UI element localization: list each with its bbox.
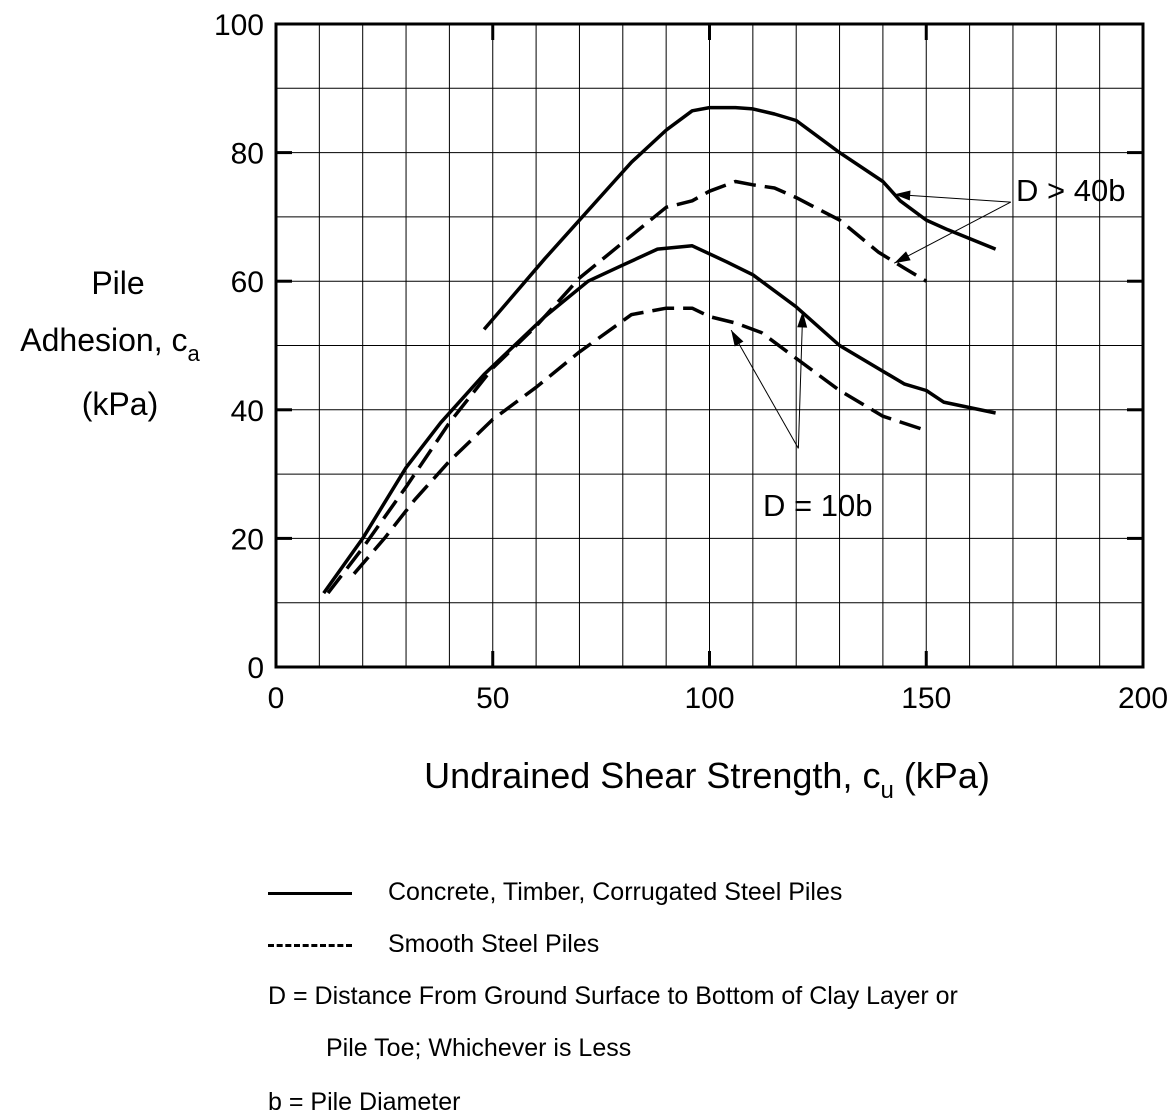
arrow-d10b-upper-head <box>797 311 808 328</box>
note-pile-diameter: b = Pile Diameter <box>268 1088 461 1116</box>
annotation-d-eq-10b: D = 10b <box>763 488 872 523</box>
arrow-d40b-upper-line <box>894 193 1011 203</box>
arrow-d40b-upper-head <box>894 190 911 201</box>
series-line-dashed-2 <box>326 179 928 595</box>
arrow-d40b-lower-head <box>894 251 911 264</box>
note-distance-definition-continued: Pile Toe; Whichever is Less <box>326 1034 632 1062</box>
legend-swatch-solid <box>268 892 352 895</box>
annotation-d-gt-40b: D > 40b <box>1016 173 1125 208</box>
arrow-d40b-lower-line <box>893 201 1012 264</box>
x-axis-label-main: Undrained Shear Strength, c <box>424 755 880 796</box>
arrow-d10b-lower-line <box>730 329 799 449</box>
x-tick-label: 150 <box>901 682 951 715</box>
grid <box>276 24 1143 667</box>
y-tick-label: 0 <box>247 652 264 685</box>
y-axis-label-line-2: Adhesion, ca <box>20 322 200 366</box>
arrow-d10b-upper-line <box>797 311 804 449</box>
chart: 0 50 100 150 200 0 20 40 60 80 100 Pile Adhesion,… <box>20 9 1168 804</box>
y-tick-label: 40 <box>231 395 264 428</box>
arrow-d10b-lower-head <box>731 330 744 347</box>
y-tick-label: 100 <box>214 9 264 42</box>
y-tick-label: 60 <box>231 266 264 299</box>
note-distance-definition: D = Distance From Ground Surface to Bott… <box>268 982 958 1010</box>
x-tick-label: 200 <box>1118 682 1168 715</box>
y-axis-label-main: Adhesion, c <box>20 322 187 358</box>
y-tick-label: 20 <box>231 523 264 556</box>
y-axis-label-line-1: Pile <box>91 265 144 301</box>
x-tick-label: 100 <box>684 682 734 715</box>
series-line-solid-3 <box>322 244 996 595</box>
series-line-dashed-4 <box>352 306 923 575</box>
major-ticks <box>276 24 1143 667</box>
x-tick-labels: 0 50 100 150 200 <box>268 682 1168 715</box>
x-tick-label: 0 <box>268 682 285 715</box>
y-axis-label-line-3: (kPa) <box>82 386 158 422</box>
series-line-solid-1 <box>482 105 997 331</box>
legend-swatch-dashed <box>268 944 352 947</box>
x-tick-label: 50 <box>476 682 509 715</box>
series-layer <box>322 105 997 595</box>
annotation-arrows <box>730 190 1012 449</box>
legend-label-solid: Concrete, Timber, Corrugated Steel Piles <box>388 878 843 906</box>
x-axis-label-subscript: u <box>880 777 893 804</box>
y-axis-label-subscript: a <box>187 341 200 366</box>
legend-label-dashed: Smooth Steel Piles <box>388 930 600 958</box>
x-axis-label: Undrained Shear Strength, cu (kPa) <box>424 755 990 804</box>
y-tick-labels: 0 20 40 60 80 100 <box>214 9 264 685</box>
x-axis-label-unit: (kPa) <box>894 755 990 796</box>
y-tick-label: 80 <box>231 138 264 171</box>
